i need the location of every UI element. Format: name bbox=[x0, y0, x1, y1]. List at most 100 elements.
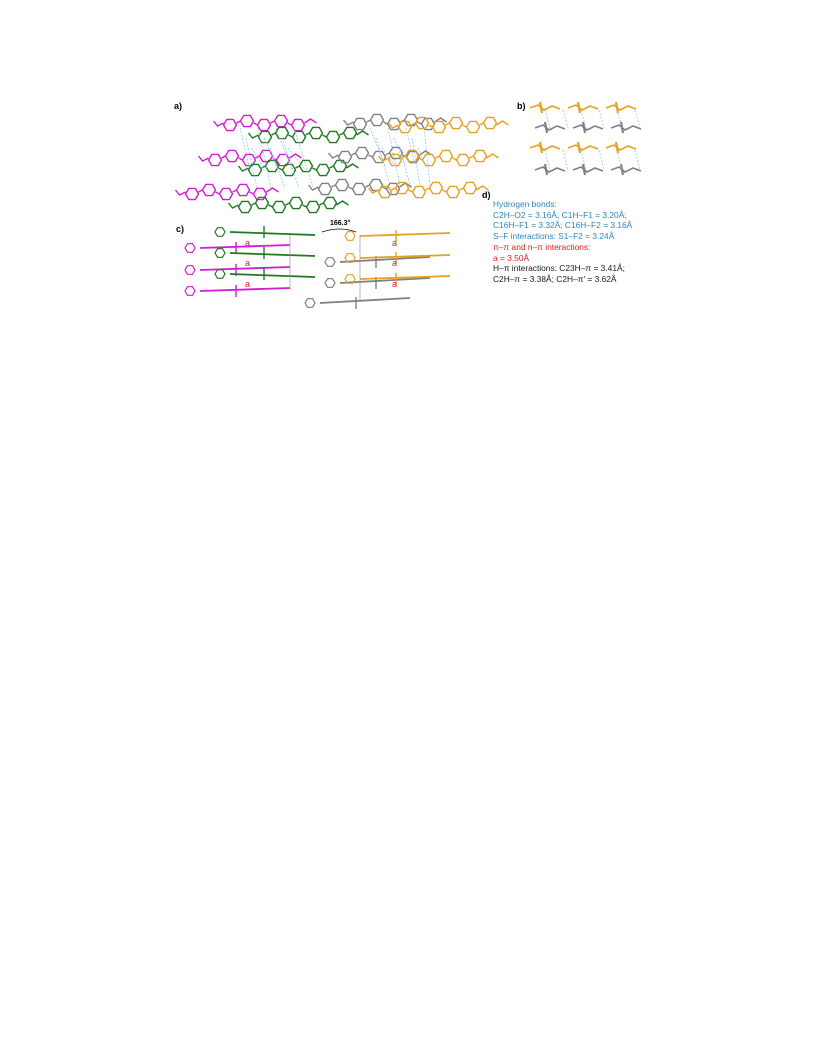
fragment bbox=[610, 166, 642, 173]
stack-unit bbox=[605, 141, 637, 154]
stack-unit bbox=[572, 163, 604, 176]
contact-line bbox=[423, 127, 431, 186]
ring bbox=[273, 114, 289, 128]
ring bbox=[445, 185, 461, 199]
ring-edge bbox=[581, 121, 587, 134]
angle-arc bbox=[321, 228, 357, 233]
stack-unit bbox=[534, 163, 566, 176]
ring bbox=[354, 146, 370, 160]
ring bbox=[308, 126, 324, 140]
ring bbox=[239, 114, 255, 128]
contact-line bbox=[387, 127, 401, 186]
molecule bbox=[342, 113, 447, 131]
bond bbox=[329, 165, 334, 169]
ring bbox=[281, 163, 297, 177]
ring bbox=[290, 118, 306, 132]
bond bbox=[238, 157, 243, 161]
tail bbox=[304, 118, 317, 124]
bond bbox=[425, 187, 430, 191]
ring-edge bbox=[576, 141, 582, 154]
bond bbox=[287, 122, 292, 126]
ring bbox=[334, 178, 350, 192]
ring bbox=[324, 257, 336, 267]
side-molecule bbox=[214, 268, 316, 280]
contact-line bbox=[562, 109, 569, 129]
hpi-line-1: H–π interactions: C23H–π = 3.41Å; bbox=[493, 263, 625, 274]
ring bbox=[344, 274, 356, 284]
molecule bbox=[227, 196, 349, 214]
head bbox=[227, 202, 239, 209]
backbone bbox=[229, 273, 316, 278]
side-molecule bbox=[214, 247, 316, 259]
contact-line bbox=[375, 137, 391, 186]
tail bbox=[266, 187, 279, 193]
dihedral-angle-label: 166.3° bbox=[330, 220, 351, 227]
bond bbox=[253, 122, 258, 126]
panel-a-packing-view bbox=[174, 113, 509, 214]
backbone bbox=[199, 266, 291, 271]
contact-line bbox=[562, 149, 569, 171]
ring-edge bbox=[538, 101, 544, 114]
bond bbox=[268, 204, 273, 208]
fragment bbox=[605, 144, 637, 151]
bond bbox=[236, 120, 241, 124]
hbonds-line-1: C2H–O2 = 3.16Å; C1H–F1 = 3.20Å; bbox=[493, 209, 627, 220]
backbone bbox=[199, 287, 291, 292]
bond bbox=[255, 155, 260, 159]
stack-unit bbox=[572, 121, 604, 134]
head bbox=[174, 189, 186, 196]
ring bbox=[291, 130, 307, 144]
contact-line bbox=[544, 109, 551, 129]
ring-edge bbox=[581, 163, 587, 176]
tail bbox=[486, 153, 499, 159]
stack-unit bbox=[567, 101, 599, 114]
contact-line bbox=[393, 137, 406, 166]
bond bbox=[479, 122, 484, 126]
ring bbox=[214, 248, 226, 258]
tail bbox=[356, 130, 369, 136]
ring bbox=[462, 181, 478, 195]
ring bbox=[224, 149, 240, 163]
ring bbox=[431, 120, 447, 134]
stack-unit bbox=[610, 163, 642, 176]
ring bbox=[271, 200, 287, 214]
contact-line bbox=[287, 147, 307, 171]
bond bbox=[270, 120, 275, 124]
bond bbox=[288, 134, 293, 138]
ring bbox=[387, 153, 403, 167]
ring bbox=[377, 185, 393, 199]
ring bbox=[438, 149, 454, 163]
bond bbox=[351, 152, 356, 156]
backbone bbox=[359, 232, 451, 237]
bond bbox=[251, 202, 256, 206]
bond bbox=[232, 189, 237, 193]
bond bbox=[261, 165, 266, 169]
stack-distance-label: a bbox=[245, 279, 251, 289]
molecule bbox=[197, 149, 302, 167]
fragment bbox=[610, 124, 642, 131]
fragment bbox=[534, 124, 566, 131]
bond bbox=[391, 187, 396, 191]
contact-line bbox=[411, 137, 421, 186]
ring bbox=[317, 182, 333, 196]
contact-line bbox=[281, 137, 300, 189]
bond bbox=[382, 186, 387, 190]
fragment bbox=[529, 104, 561, 111]
stack-unit bbox=[567, 141, 599, 154]
bond bbox=[368, 154, 373, 158]
stack-distance-label: a bbox=[392, 258, 398, 268]
ring-edge bbox=[543, 121, 549, 134]
bond bbox=[285, 202, 290, 206]
contact-line bbox=[399, 147, 411, 186]
panel-a-label: a) bbox=[174, 101, 183, 111]
ring bbox=[184, 265, 196, 275]
contact-line bbox=[634, 149, 641, 171]
contact-line bbox=[251, 147, 265, 171]
head bbox=[237, 165, 249, 172]
molecule bbox=[247, 126, 369, 144]
ring bbox=[352, 117, 368, 131]
ring bbox=[465, 120, 481, 134]
contact-line bbox=[580, 109, 587, 129]
ring bbox=[482, 116, 498, 130]
contact-line bbox=[405, 127, 416, 166]
